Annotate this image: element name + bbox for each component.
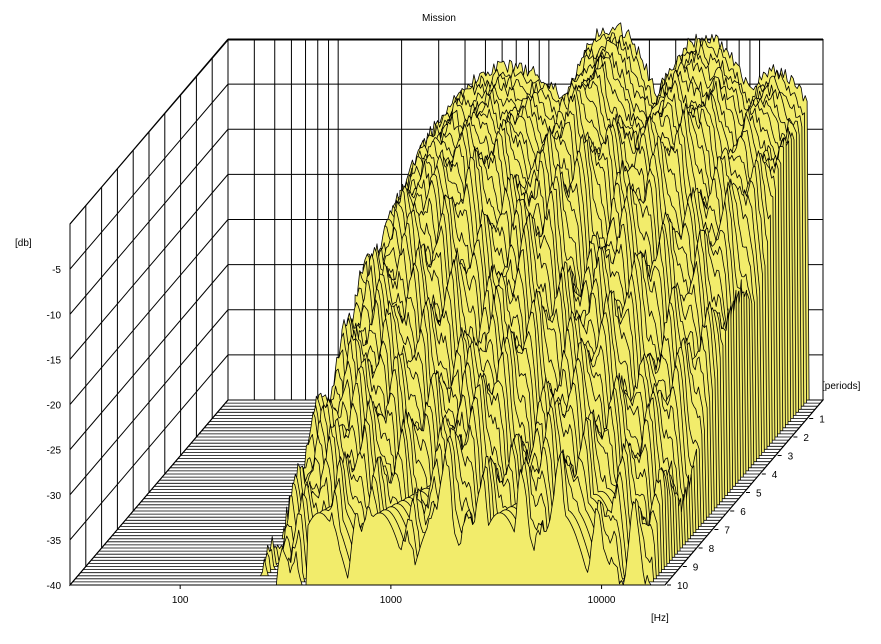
- z-tick-label: 10: [677, 581, 689, 592]
- x-tick-label: 100: [172, 595, 189, 606]
- y-tick-label: -40: [47, 581, 62, 592]
- z-tick-label: 9: [693, 563, 699, 574]
- y-tick-label: -35: [47, 536, 62, 547]
- y-tick-label: -5: [52, 265, 61, 276]
- y-tick-label: -25: [47, 446, 62, 457]
- y-axis-label: [db]: [15, 238, 32, 249]
- chart-axes: -5 -10 -15 -20 -25 -30 -35 -40 100 1000 10000 12345…: [47, 265, 826, 606]
- z-tick-label: 6: [740, 507, 746, 518]
- y-tick-label: -15: [47, 355, 62, 366]
- z-tick-label: 4: [772, 470, 778, 481]
- waterfall-surface: [69, 22, 824, 586]
- y-tick-label: -30: [47, 491, 62, 502]
- right-edge: [664, 399, 824, 586]
- z-tick-label: 5: [756, 489, 762, 500]
- z-axis-label: [periods]: [822, 381, 861, 392]
- z-tick-label: 2: [803, 433, 809, 444]
- y-tick-label: -20: [47, 401, 62, 412]
- x-axis-label: [Hz]: [651, 613, 669, 624]
- z-tick-label: 8: [709, 544, 715, 555]
- z-tick-label: 1: [819, 415, 825, 426]
- z-tick-label: 3: [788, 452, 794, 463]
- x-tick-label: 10000: [588, 595, 616, 606]
- x-tick-label: 1000: [380, 595, 403, 606]
- z-tick-label: 7: [724, 526, 730, 537]
- chart-title: Mission: [422, 13, 456, 24]
- y-tick-label: -10: [47, 310, 62, 321]
